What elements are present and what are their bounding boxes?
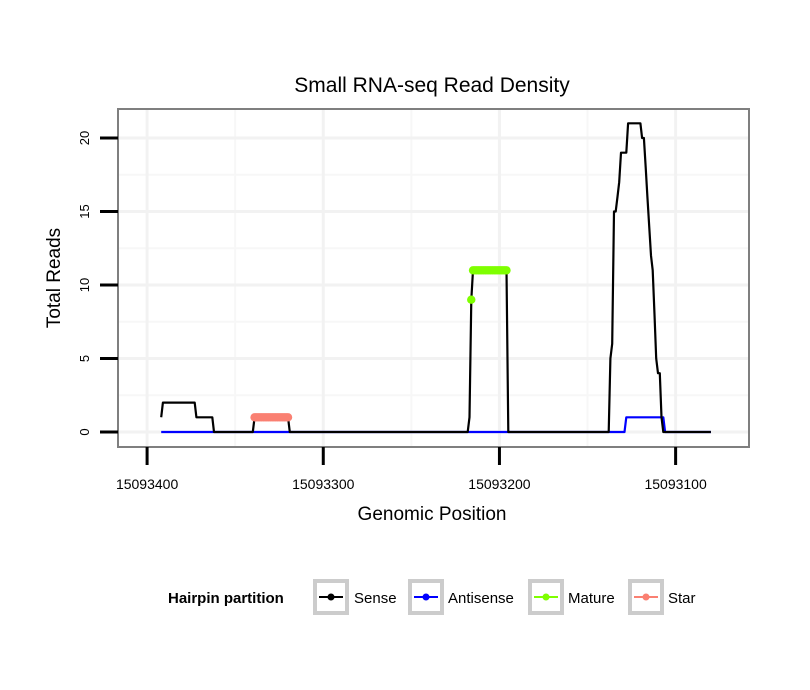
legend-item-sense: Sense: [313, 579, 397, 615]
data-point-mature: [467, 295, 476, 304]
panel-border: [117, 108, 750, 448]
legend-key-point: [642, 593, 650, 601]
legend-label: Antisense: [448, 590, 514, 607]
x-tick-label: 15093300: [292, 476, 355, 492]
legend: Hairpin partition Sense Antisense Mature St…: [168, 579, 696, 615]
x-tick-label: 15093400: [116, 476, 179, 492]
data-point-star: [283, 413, 293, 422]
y-tick-label: 20: [77, 131, 92, 145]
legend-label: Star: [668, 590, 696, 607]
legend-item-antisense: Antisense: [408, 579, 514, 615]
data-point-mature: [502, 266, 511, 275]
panel-background: [118, 109, 749, 447]
legend-item-mature: Mature: [528, 579, 615, 615]
x-tick-label: 15093200: [468, 476, 531, 492]
legend-title: Hairpin partition: [168, 590, 284, 607]
legend-label: Mature: [568, 590, 615, 607]
legend-item-star: Star: [628, 579, 696, 615]
series-line-sense: [160, 122, 711, 434]
x-axis: 15093400 15093300 15093200 15093100: [116, 447, 707, 492]
x-tick-label: 15093100: [644, 476, 707, 492]
y-tick-label: 15: [77, 204, 92, 218]
y-axis: 0 5 10 15 20: [77, 131, 118, 436]
legend-key-point: [422, 593, 430, 601]
legend-key-point: [327, 593, 335, 601]
legend-label: Sense: [354, 590, 397, 607]
y-tick-label: 5: [77, 355, 92, 362]
x-axis-label: Genomic Position: [358, 504, 507, 525]
y-tick-label: 10: [77, 278, 92, 292]
legend-key-point: [542, 593, 550, 601]
plot-panel: [117, 108, 750, 448]
y-axis-label: Total Reads: [44, 228, 65, 328]
y-tick-label: 0: [77, 428, 92, 435]
chart-title: Small RNA-seq Read Density: [294, 74, 570, 97]
data-series: [160, 122, 711, 434]
